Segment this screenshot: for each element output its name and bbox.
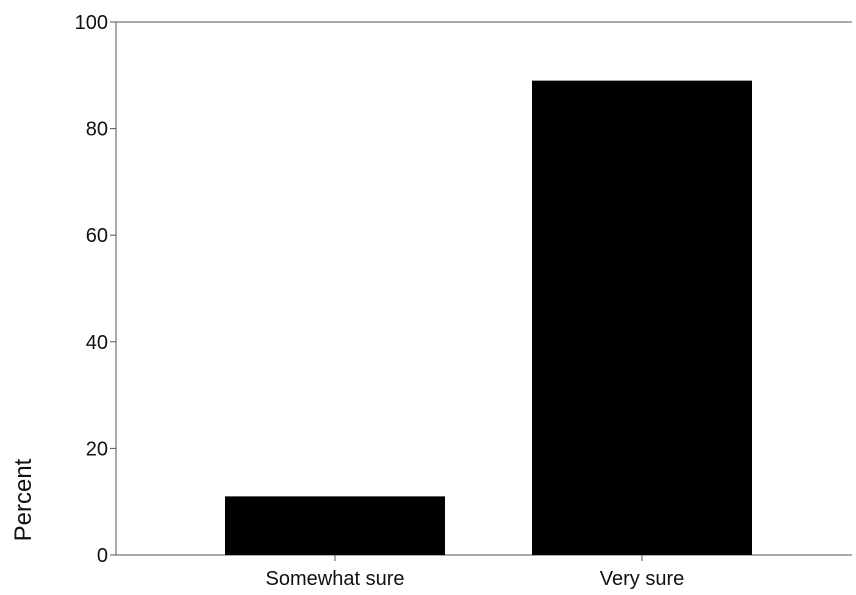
- bar: [225, 496, 445, 555]
- labels: 0 20 40 60 80 100 Somewhat sure Very sure: [75, 12, 685, 590]
- bar: [532, 80, 752, 555]
- y-tick-label: 0: [97, 545, 108, 567]
- y-tick-label: 20: [86, 438, 108, 460]
- x-category-label: Very sure: [600, 568, 684, 590]
- y-tick-label: 60: [86, 225, 108, 247]
- y-tick-label: 80: [86, 119, 108, 141]
- y-axis-title: Percent: [10, 458, 37, 541]
- y-tick-label: 40: [86, 332, 108, 354]
- y-tick-label: 100: [75, 12, 108, 34]
- bars: [225, 80, 752, 555]
- x-category-label: Somewhat sure: [266, 568, 405, 590]
